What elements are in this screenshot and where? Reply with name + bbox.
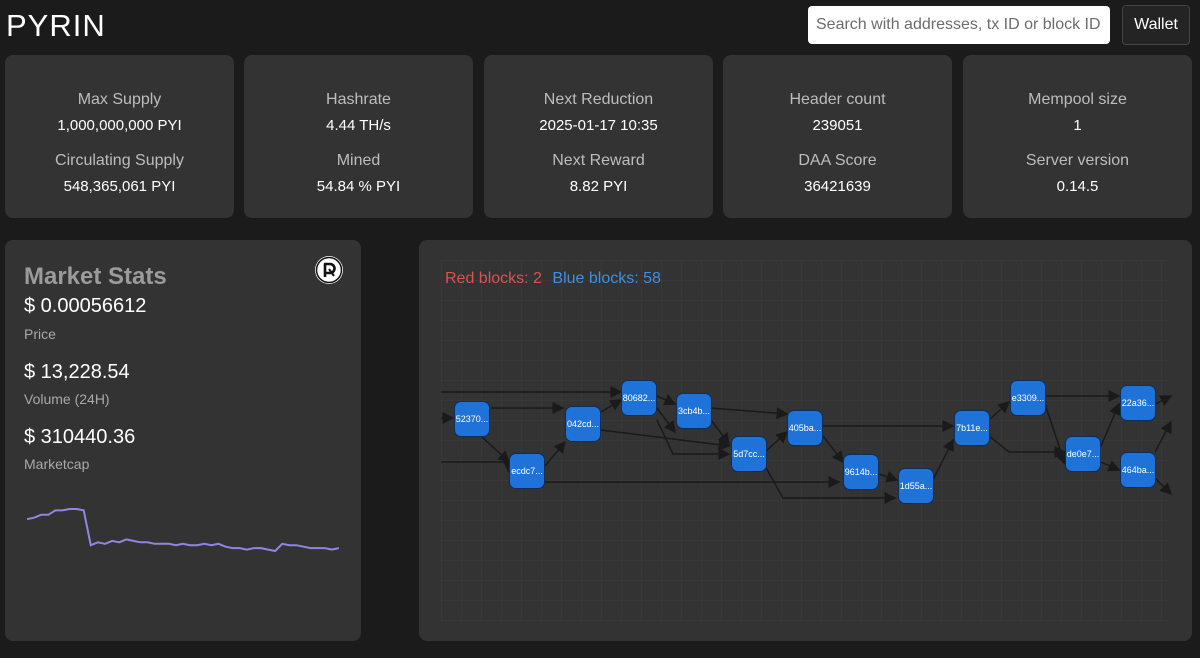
dag-edge xyxy=(822,435,844,464)
dag-edge xyxy=(1154,395,1173,407)
stat-label: Max Supply xyxy=(77,91,162,108)
dag-edge xyxy=(1100,402,1121,447)
block-legend: Red blocks: 2 Blue blocks: 58 xyxy=(445,270,661,288)
dag-block[interactable]: ecdc7... xyxy=(509,453,545,489)
stat-card-hashrate: Hashrate 4.44 TH/s Mined 54.84 % PYI xyxy=(244,55,473,218)
dag-edge xyxy=(1100,460,1121,472)
dag-edge xyxy=(480,435,511,464)
dag-block[interactable]: 5d7cc... xyxy=(731,436,767,472)
dag-edges xyxy=(441,386,1173,504)
stat-card-header-count: Header count 239051 DAA Score 36421639 xyxy=(723,55,952,218)
dag-block[interactable]: 464ba... xyxy=(1120,452,1156,488)
dag-edge xyxy=(1154,477,1173,496)
volume-value: $ 13,228.54 xyxy=(24,361,130,383)
stat-label: Next Reduction xyxy=(543,91,654,108)
stat-value: 36421639 xyxy=(804,178,871,195)
dag-edge xyxy=(988,400,1011,421)
marketcap-value: $ 310440.36 xyxy=(24,426,136,448)
dag-block[interactable]: 042cd... xyxy=(565,406,601,442)
stat-label: Header count xyxy=(789,91,886,108)
dag-block[interactable]: e3309... xyxy=(1010,380,1046,416)
stat-value: 8.82 PYI xyxy=(569,178,628,195)
stat-value: 1 xyxy=(1073,117,1082,134)
dag-edge xyxy=(710,407,789,420)
dag-block[interactable]: 80682... xyxy=(621,380,657,416)
dag-block[interactable]: 7b11e... xyxy=(954,410,990,446)
pyrin-logo-icon[interactable] xyxy=(315,256,343,284)
stat-label: Hashrate xyxy=(326,91,391,108)
stat-label: Mempool size xyxy=(1028,91,1127,108)
dag-edge xyxy=(544,440,566,467)
stat-value: 239051 xyxy=(812,117,863,134)
dag-edge xyxy=(600,399,623,413)
dag-edge xyxy=(656,394,677,406)
volume-label: Volume (24H) xyxy=(24,391,110,407)
stat-value: 548,365,061 PYI xyxy=(63,178,176,195)
dag-block[interactable]: 52370... xyxy=(454,401,490,437)
stat-label: Next Reward xyxy=(552,152,645,169)
stat-card-reduction: Next Reduction 2025-01-17 10:35 Next Rew… xyxy=(484,55,713,218)
stat-label: DAA Score xyxy=(798,152,877,169)
red-blocks-count: Red blocks: 2 xyxy=(445,270,542,287)
stat-label: Mined xyxy=(336,152,381,169)
market-stats-panel: Market Stats $ 0.00056612 Price $ 13,228… xyxy=(5,240,361,641)
dag-block[interactable]: 3cb4b... xyxy=(676,393,712,429)
dag-edge xyxy=(710,419,730,446)
sparkline-line xyxy=(27,508,339,553)
dag-edge xyxy=(932,438,954,481)
stat-card-supply: Max Supply 1,000,000,000 PYI Circulating… xyxy=(5,55,234,218)
search-input[interactable] xyxy=(808,6,1110,44)
dag-edge xyxy=(1154,420,1172,453)
brand-title[interactable]: PYRIN xyxy=(6,8,106,43)
stat-card-mempool: Mempool size 1 Server version 0.14.5 xyxy=(963,55,1192,218)
dag-block[interactable]: 22a36... xyxy=(1120,385,1156,421)
dag-edge xyxy=(764,465,897,504)
stat-value: 0.14.5 xyxy=(1056,178,1099,195)
dag-block[interactable]: de0e7... xyxy=(1065,436,1101,472)
stat-value: 2025-01-17 10:35 xyxy=(539,117,658,134)
marketcap-label: Marketcap xyxy=(24,456,90,472)
dag-block[interactable]: 1d55a... xyxy=(898,468,934,504)
dag-edge xyxy=(656,407,676,434)
dag-edge xyxy=(656,419,731,460)
stat-value: 54.84 % PYI xyxy=(316,178,401,195)
price-sparkline xyxy=(27,508,339,553)
stat-label: Server version xyxy=(1025,152,1130,169)
stat-label: Circulating Supply xyxy=(55,152,184,169)
dag-edge xyxy=(988,435,1067,458)
dag-edge xyxy=(1044,403,1068,466)
dag-block[interactable]: 9614b... xyxy=(843,454,879,490)
dag-edge xyxy=(878,470,899,483)
market-stats-title: Market Stats xyxy=(24,263,167,290)
wallet-button[interactable]: Wallet xyxy=(1122,5,1190,45)
blockdag-visualizer[interactable]: Red blocks: 2 Blue blocks: 58 52370... e… xyxy=(419,240,1192,641)
blue-blocks-count: Blue blocks: 58 xyxy=(552,270,661,287)
stat-value: 4.44 TH/s xyxy=(326,117,391,134)
stat-value: 1,000,000,000 PYI xyxy=(57,117,182,134)
price-value: $ 0.00056612 xyxy=(24,295,147,317)
price-label: Price xyxy=(24,326,56,342)
dag-edge xyxy=(764,430,789,453)
dag-block[interactable]: 405ba... xyxy=(787,410,823,446)
